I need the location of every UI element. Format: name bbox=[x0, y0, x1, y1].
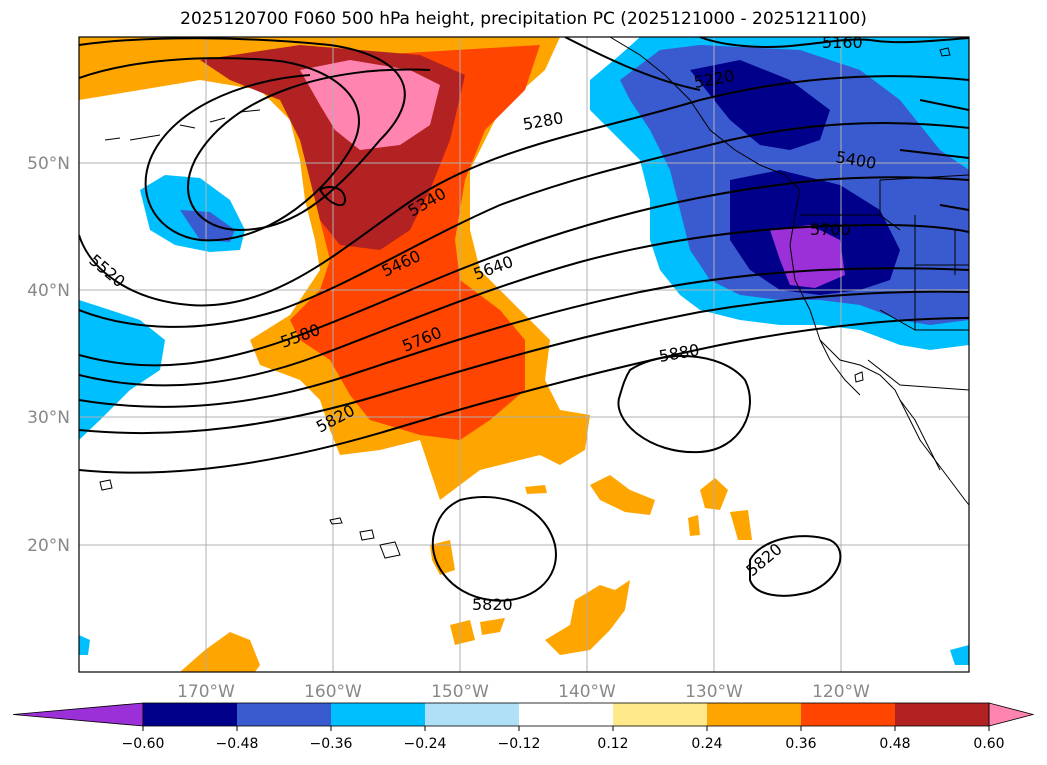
contour-label: 5160 bbox=[822, 33, 863, 52]
lat-label: 40°N bbox=[27, 281, 70, 301]
precip-blob bbox=[525, 485, 547, 494]
colorbar-extend-low bbox=[12, 702, 144, 727]
lon-label: 150°W bbox=[431, 682, 489, 702]
colorbar-extend-high bbox=[988, 702, 1035, 727]
colorbar-segment bbox=[519, 703, 614, 726]
precip-region-pink bbox=[300, 60, 440, 150]
lon-label: 120°W bbox=[812, 682, 870, 702]
colorbar-segment bbox=[707, 703, 802, 726]
colorbar-segment bbox=[801, 703, 896, 726]
precip-region-navy bbox=[690, 60, 830, 150]
precip-blob bbox=[730, 510, 752, 540]
precip-blob bbox=[480, 618, 505, 635]
contour-label: 5820 bbox=[472, 595, 513, 614]
height-contours bbox=[79, 37, 969, 602]
plot-title: 2025120700 F060 500 hPa height, precipit… bbox=[180, 9, 867, 29]
colorbar-tick-label: −0.12 bbox=[498, 736, 541, 752]
coastlines bbox=[99, 37, 969, 559]
lat-label: 20°N bbox=[27, 536, 70, 556]
latitude-labels: 50°N 40°N 30°N 20°N bbox=[27, 154, 70, 556]
colorbar-tick-label: −0.36 bbox=[310, 736, 353, 752]
colorbar-segment bbox=[425, 703, 520, 726]
colorbar-tick-label: −0.60 bbox=[122, 736, 165, 752]
colorbar-tick-label: 0.60 bbox=[973, 736, 1004, 752]
lat-label: 50°N bbox=[27, 154, 70, 174]
lon-label: 130°W bbox=[685, 682, 743, 702]
precip-blob bbox=[688, 515, 700, 536]
map-frame bbox=[78, 36, 970, 673]
precip-region-light-blue-sw2 bbox=[79, 635, 90, 655]
precip-blob bbox=[590, 475, 655, 515]
precip-blob bbox=[180, 632, 260, 672]
lon-label: 160°W bbox=[304, 682, 362, 702]
precip-region-medium-blue-west bbox=[180, 210, 235, 242]
colorbar-segment bbox=[237, 703, 332, 726]
precip-region-light-blue-sw bbox=[79, 300, 165, 440]
colorbar-segment bbox=[331, 703, 426, 726]
precip-region-light-blue-se bbox=[950, 645, 969, 665]
colorbar-outline bbox=[142, 702, 990, 727]
longitude-labels: 170°W 160°W 150°W 140°W 130°W 120°W bbox=[177, 682, 870, 702]
lon-label: 170°W bbox=[177, 682, 235, 702]
colorbar-tick-label: −0.24 bbox=[404, 736, 447, 752]
contour-label: 5700 bbox=[810, 220, 851, 239]
lon-label: 140°W bbox=[558, 682, 616, 702]
colorbar-tick-label: 0.36 bbox=[785, 736, 816, 752]
precip-blob bbox=[430, 540, 455, 575]
colorbar-segment bbox=[143, 703, 238, 726]
colorbar-tick-label: 0.12 bbox=[597, 736, 628, 752]
colorbar-segment bbox=[895, 703, 990, 726]
colorbar-segment bbox=[613, 703, 708, 726]
colorbar-tick-label: 0.24 bbox=[691, 736, 722, 752]
lat-label: 30°N bbox=[27, 408, 70, 428]
colorbar: −0.60 −0.48 −0.36 −0.24 −0.12 0.12 0.24 0.36 0.4… bbox=[12, 702, 1035, 752]
colorbar-tick-label: 0.48 bbox=[879, 736, 910, 752]
precip-blob bbox=[450, 620, 475, 645]
colorbar-tick-label: −0.48 bbox=[216, 736, 259, 752]
